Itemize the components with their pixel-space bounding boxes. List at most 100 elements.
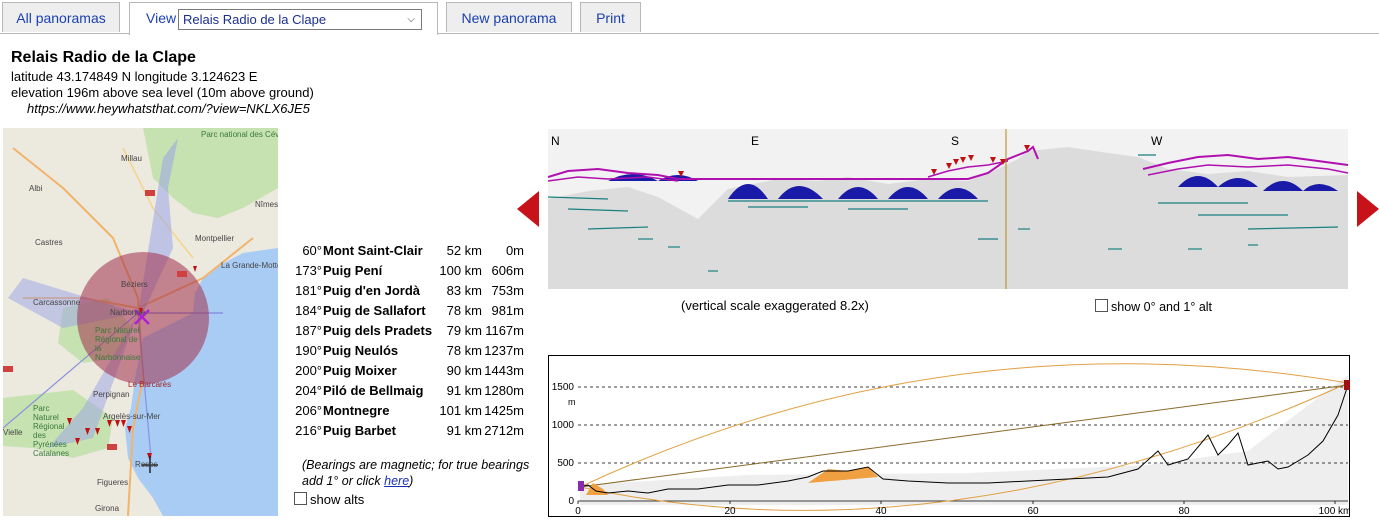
map-label-montpellier: Montpellier bbox=[195, 234, 235, 243]
peak-elevation: 1167m bbox=[485, 323, 524, 338]
map-label-la-grande-motte: La Grande-Motte bbox=[221, 261, 278, 270]
x-tick-label: 0 bbox=[575, 506, 581, 517]
map-label-beziers: Béziers bbox=[121, 280, 148, 289]
true-bearings-link[interactable]: here bbox=[384, 474, 410, 488]
tab-all-panoramas[interactable]: All panoramas bbox=[2, 2, 120, 32]
peak-bearing: 181° bbox=[295, 283, 322, 298]
peak-row[interactable]: 187° Puig dels Pradets 79 km 1167m bbox=[292, 323, 532, 343]
map-label-millau: Millau bbox=[121, 154, 142, 163]
vertical-scale-note: (vertical scale exaggerated 8.2x) bbox=[681, 298, 869, 313]
peak-name: Puig Barbet bbox=[323, 423, 396, 438]
page-title: Relais Radio de la Clape bbox=[11, 49, 196, 66]
view-select-value: Relais Radio de la Clape bbox=[183, 12, 327, 27]
map-label-narbonne: Narbonne bbox=[110, 308, 146, 317]
peak-bearing: 173° bbox=[295, 263, 322, 278]
peak-bearing: 187° bbox=[295, 323, 322, 338]
y-tick-label: 1000 bbox=[552, 420, 575, 431]
peak-bearing: 190° bbox=[295, 343, 322, 358]
pan-right-arrow-icon[interactable] bbox=[1357, 191, 1379, 227]
tab-bar-divider bbox=[0, 33, 1379, 34]
compass-label: S bbox=[951, 134, 959, 148]
profile-canvas: 1500 1000 500 0 m 0 20 40 60 80 100 km bbox=[548, 355, 1351, 517]
peak-row[interactable]: 181° Puig d'en Jordà 83 km 753m bbox=[292, 283, 532, 303]
peak-bearing: 204° bbox=[295, 383, 322, 398]
map-label-vielle: Vielle bbox=[3, 428, 23, 437]
peak-distance: 78 km bbox=[446, 303, 482, 318]
peak-row[interactable]: 184° Puig de Sallafort 78 km 981m bbox=[292, 303, 532, 323]
peak-name: Puig Moixer bbox=[323, 363, 397, 378]
map-label-albi: Albi bbox=[29, 184, 43, 193]
map-label-castres: Castres bbox=[35, 238, 63, 247]
compass-label: E bbox=[751, 134, 759, 148]
x-tick-label: 80 bbox=[1178, 506, 1190, 517]
compass-label: N bbox=[551, 134, 560, 148]
map-label-nimes: Nîmes bbox=[255, 200, 278, 209]
map-label-parc-narbonnaise: Parc Naturel Régional de la Narbonnaise bbox=[95, 326, 141, 362]
peak-name: Puig d'en Jordà bbox=[323, 283, 420, 298]
peak-bearing: 200° bbox=[295, 363, 322, 378]
peak-elevation: 2712m bbox=[484, 423, 524, 438]
peak-row[interactable]: 200° Puig Moixer 90 km 1443m bbox=[292, 363, 532, 383]
show-alt-lines-label: show 0° and 1° alt bbox=[1111, 300, 1213, 314]
peak-bearing: 60° bbox=[302, 243, 322, 258]
peak-row[interactable]: 204° Piló de Bellmaig 91 km 1280m bbox=[292, 383, 532, 403]
peak-distance: 52 km bbox=[446, 243, 482, 258]
bearing-note-line2: add 1° or click here) bbox=[302, 473, 529, 489]
peak-name: Piló de Bellmaig bbox=[323, 383, 424, 398]
peak-row[interactable]: 173° Puig Pení 100 km 606m bbox=[292, 263, 532, 283]
elevation-profile: 1500 1000 500 0 m 0 20 40 60 80 100 km bbox=[548, 355, 1351, 517]
peak-elevation: 1280m bbox=[484, 383, 524, 398]
peak-elevation: 981m bbox=[491, 303, 524, 318]
compass-label: W bbox=[1151, 134, 1163, 148]
peak-distance: 83 km bbox=[446, 283, 482, 298]
peak-distance: 91 km bbox=[446, 423, 482, 438]
show-alt-lines-checkbox[interactable] bbox=[1095, 299, 1108, 312]
x-tick-label: 100 km bbox=[1319, 506, 1350, 517]
bearing-note: (Bearings are magnetic; for true bearing… bbox=[302, 457, 529, 489]
tab-new-panorama[interactable]: New panorama bbox=[446, 2, 572, 32]
map-label-carcassonne: Carcassonne bbox=[33, 298, 81, 307]
tab-print[interactable]: Print bbox=[580, 2, 641, 32]
y-tick-label: 0 bbox=[568, 496, 574, 507]
map-label-parc-pyrenees: Parc Naturel Régional des Pyrénées Catal… bbox=[33, 404, 70, 458]
view-select[interactable]: Relais Radio de la Clape ⌵ bbox=[178, 9, 422, 30]
peak-name: Puig Pení bbox=[323, 263, 383, 278]
site-elevation: elevation 196m above sea level (10m abov… bbox=[11, 85, 314, 100]
map-label-roses: Roses bbox=[135, 460, 158, 469]
map[interactable]: Parc national des Cévennes Millau Albi N… bbox=[3, 128, 278, 516]
show-alts-label: show alts bbox=[310, 492, 365, 507]
x-tick-label: 40 bbox=[875, 506, 887, 517]
peak-distance: 101 km bbox=[439, 403, 482, 418]
y-tick-label: 500 bbox=[557, 458, 574, 469]
bearing-note-line2-pre: add 1° or click bbox=[302, 474, 385, 488]
tab-view[interactable]: View Relais Radio de la Clape ⌵ bbox=[129, 2, 438, 35]
tab-bar: All panoramas View Relais Radio de la Cl… bbox=[0, 0, 1379, 35]
peak-distance: 100 km bbox=[439, 263, 482, 278]
peak-row[interactable]: 216° Puig Barbet 91 km 2712m bbox=[292, 423, 532, 443]
peak-row[interactable]: 190° Puig Neulós 78 km 1237m bbox=[292, 343, 532, 363]
show-alt-lines-option[interactable]: show 0° and 1° alt bbox=[1095, 299, 1212, 314]
peak-elevation: 606m bbox=[491, 263, 524, 278]
pan-left-arrow-icon[interactable] bbox=[517, 191, 539, 227]
peak-elevation: 753m bbox=[491, 283, 524, 298]
show-alts-option[interactable]: show alts bbox=[294, 492, 364, 507]
peak-row[interactable]: 206° Montnegre 101 km 1425m bbox=[292, 403, 532, 423]
y-axis-unit: m bbox=[568, 397, 576, 407]
peak-row[interactable]: 60° Mont Saint-Clair 52 km 0m bbox=[292, 243, 532, 263]
y-tick-label: 1500 bbox=[552, 382, 575, 393]
peak-name: Puig de Sallafort bbox=[323, 303, 426, 318]
map-label-argeles: Argelès-sur-Mer bbox=[103, 412, 161, 421]
peak-distance: 78 km bbox=[446, 343, 482, 358]
bearing-note-line1: (Bearings are magnetic; for true bearing… bbox=[302, 458, 530, 472]
show-alts-checkbox[interactable] bbox=[294, 492, 307, 505]
peak-elevation: 1237m bbox=[484, 343, 524, 358]
site-coordinates: latitude 43.174849 N longitude 3.124623 … bbox=[11, 69, 258, 84]
peak-distance: 79 km bbox=[446, 323, 482, 338]
peak-bearing: 216° bbox=[295, 423, 322, 438]
map-label-le-barcares: Le Barcarès bbox=[128, 380, 172, 389]
map-label-figueres: Figueres bbox=[97, 478, 129, 487]
peak-distance: 91 km bbox=[446, 383, 482, 398]
peak-name: Puig dels Pradets bbox=[323, 323, 433, 338]
bearing-note-line2-post: ) bbox=[409, 474, 414, 488]
